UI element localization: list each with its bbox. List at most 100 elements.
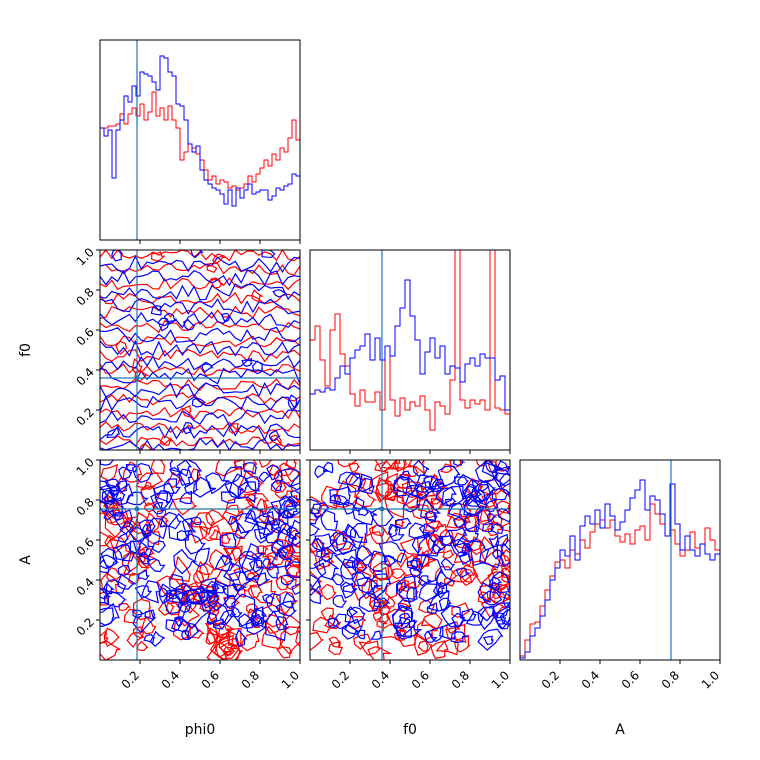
contour-blob: [169, 460, 193, 477]
contour-blob: [420, 498, 442, 522]
contour-blob: [332, 595, 348, 608]
contour-blob: [177, 601, 192, 614]
x-tick-label: 1.0: [279, 668, 302, 691]
contour-blob: [111, 489, 126, 502]
contour-panel-phi0-A-frame: [99, 459, 301, 661]
contour-blob: [241, 554, 265, 580]
contour-blob: [348, 606, 366, 625]
contour-blob: [114, 511, 125, 521]
contour-blob: [152, 501, 166, 515]
contour-blob: [436, 569, 456, 588]
contour-blob: [417, 640, 433, 652]
contour-blob: [499, 472, 510, 494]
contour-line: [100, 409, 300, 427]
contour-blob: [384, 596, 396, 608]
contour-blob: [196, 591, 213, 604]
contour-blob: [207, 580, 231, 612]
contour-blob: [268, 429, 281, 441]
contour-blob: [219, 532, 237, 548]
x-tick-label: 0.4: [369, 668, 392, 691]
contour-blob: [487, 571, 510, 594]
contour-blob: [190, 250, 205, 259]
contour-blob: [328, 641, 344, 655]
contour-blob: [251, 572, 271, 587]
contour-blob: [211, 582, 227, 594]
contour-blob: [394, 517, 412, 529]
contour-blob: [498, 585, 510, 601]
contour-blob: [496, 554, 510, 567]
contour-blob: [461, 524, 479, 542]
contour-blob: [310, 570, 323, 597]
contour-line: [100, 298, 300, 315]
x-axis-label-A: A: [615, 722, 625, 738]
y-tick-label: 0.8: [74, 495, 97, 518]
contour-blob: [479, 536, 499, 562]
contour-blob: [440, 605, 466, 628]
contour-blob: [119, 521, 135, 535]
contour-blob: [403, 464, 420, 478]
contour-blob: [337, 471, 360, 486]
contour-blob: [420, 612, 444, 631]
contour-blob: [182, 585, 206, 605]
contour-blob: [491, 487, 510, 501]
contour-blob: [337, 460, 358, 468]
contour-blob: [289, 475, 300, 491]
contour-blob: [313, 558, 340, 581]
contour-blob: [237, 469, 265, 494]
contour-blob: [100, 480, 113, 504]
contour-blob: [280, 574, 296, 586]
contour-blob: [221, 312, 231, 323]
contour-blob: [430, 640, 449, 660]
contour-blob: [245, 603, 259, 614]
contour-blob: [430, 497, 442, 505]
contour-blob: [141, 580, 161, 604]
contour-blob: [163, 312, 178, 325]
contour-blob: [132, 626, 145, 639]
contour-blob: [191, 512, 216, 536]
contour-blob: [136, 640, 149, 652]
histogram-f0-frame: [309, 249, 511, 451]
contour-blob: [353, 633, 372, 650]
truth-point: [379, 506, 385, 512]
contour-blob: [111, 250, 124, 262]
contour-blob: [464, 494, 484, 507]
contour-blob: [451, 602, 471, 618]
contour-blob: [150, 251, 166, 262]
x-tick-label: 0.6: [409, 668, 432, 691]
x-tick-label: 0.8: [239, 668, 262, 691]
contour-blob: [182, 421, 195, 435]
contour-blob: [437, 465, 461, 488]
contour-blob: [104, 478, 121, 489]
histogram-series-red: [310, 250, 510, 450]
contour-blob: [291, 533, 300, 548]
contour-blob: [351, 557, 368, 574]
contour-blob: [458, 552, 473, 566]
contour-blob: [103, 509, 117, 520]
contour-line: [100, 381, 300, 399]
contour-blob: [320, 509, 339, 532]
contour-blob: [373, 597, 391, 608]
contour-blob: [358, 640, 383, 656]
contour-blob: [219, 609, 237, 625]
contour-blob: [328, 636, 341, 648]
contour-blob: [393, 460, 407, 473]
contour-blob: [231, 583, 248, 592]
contour-blob: [238, 551, 262, 574]
contour-blob: [417, 534, 444, 557]
histogram-phi0: [100, 40, 300, 240]
contour-blob: [471, 560, 499, 585]
contour-blob: [367, 646, 393, 660]
contour-blob: [408, 522, 432, 540]
contour-blob: [143, 530, 162, 546]
contour-blob: [399, 612, 412, 629]
contour-blob: [355, 486, 378, 508]
contour-blob: [320, 583, 337, 601]
contour-blob: [100, 639, 121, 660]
contour-blob: [369, 507, 395, 527]
contour-blob: [331, 573, 345, 586]
contour-blob: [406, 559, 419, 570]
contour-blob: [104, 534, 120, 549]
contour-blob: [500, 537, 510, 562]
contour-blob: [457, 473, 481, 499]
contour-blob: [477, 582, 493, 604]
